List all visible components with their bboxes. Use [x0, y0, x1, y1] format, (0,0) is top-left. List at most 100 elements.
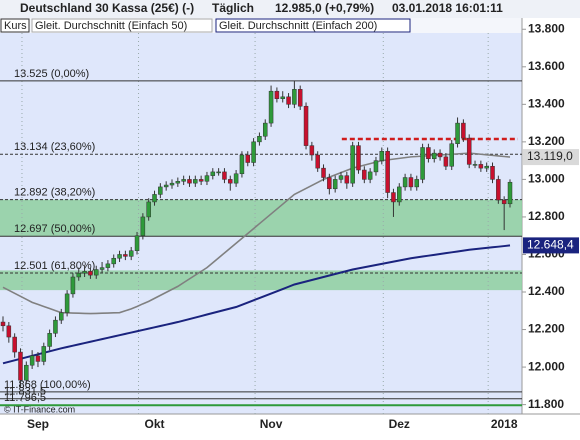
candle-body: [198, 179, 204, 182]
candle-body: [59, 312, 64, 321]
candle-body: [169, 182, 175, 186]
candle-body: [402, 177, 408, 188]
last-value-box: [523, 149, 579, 166]
candle-body: [309, 145, 315, 156]
candle-body: [472, 164, 478, 166]
fib-label: 13.525 (0,00%): [14, 68, 89, 80]
y-tick-label: 12.000: [528, 359, 565, 373]
fib-label: 12.697 (50,00%): [14, 223, 95, 235]
chart-title: Deutschland 30 Kassa (25€) (-): [20, 1, 194, 15]
y-tick-label: 12.200: [528, 322, 565, 336]
candle-body: [344, 175, 350, 184]
legend-box: [31, 18, 213, 33]
candle-body: [24, 364, 29, 381]
zone: [0, 199, 522, 237]
candle-body: [321, 167, 326, 178]
candle-body: [187, 179, 192, 184]
candle-body: [146, 201, 151, 218]
candle-body: [123, 254, 128, 257]
candle-body: [18, 351, 23, 381]
y-tick-label: 12.400: [528, 284, 565, 298]
candle-body: [391, 192, 396, 203]
quote: 12.985,0 (+0,79%): [275, 1, 374, 15]
candle-body: [41, 346, 47, 362]
candle-body: [12, 336, 17, 353]
candle-body: [297, 89, 303, 107]
candle-body: [420, 147, 425, 180]
candle-body: [332, 179, 338, 190]
candle-body: [362, 169, 367, 180]
x-tick-label: Sep: [27, 417, 49, 431]
candle-body: [140, 216, 146, 236]
y-tick-label: 13.200: [528, 134, 565, 148]
candle-body: [484, 166, 489, 169]
x-tick-label: Dez: [389, 417, 410, 431]
candle-body: [222, 171, 227, 180]
candle-body: [379, 151, 385, 161]
legend-price: Kurs: [4, 20, 27, 32]
x-tick-label: Okt: [145, 417, 165, 431]
candle-body: [29, 355, 35, 366]
candle-body: [461, 122, 466, 139]
candle-body: [111, 257, 116, 265]
header-bar: [0, 0, 580, 18]
candle-body: [257, 135, 262, 143]
candle-body: [53, 319, 58, 334]
candle-body: [501, 199, 507, 205]
y-tick-label: 11.800: [528, 397, 564, 411]
candle-body: [286, 96, 291, 105]
fib-label: 12.501 (61,80%): [14, 260, 95, 272]
candle-body: [367, 171, 373, 180]
fib-label: 11.868 (100,00%): [4, 379, 91, 391]
candle-body: [490, 166, 495, 180]
candle-body: [88, 271, 93, 276]
candle-body: [204, 175, 210, 182]
candle-body: [397, 186, 402, 203]
candle-body: [105, 263, 111, 268]
candle-body: [268, 90, 274, 124]
candle-body: [251, 141, 256, 163]
candle-body: [292, 89, 297, 105]
candle-body: [70, 276, 76, 295]
candle-body: [163, 184, 169, 188]
candle-body: [47, 333, 52, 347]
candle-body: [134, 235, 140, 251]
legend-label: Gleit. Durchschnitt (Einfach 50): [35, 20, 187, 32]
y-tick-label: 13.600: [528, 59, 565, 73]
candle-body: [303, 105, 309, 146]
candle-body: [262, 122, 268, 137]
fib-label: 11.796,5: [4, 392, 46, 404]
zone: [0, 270, 522, 291]
candle-body: [233, 173, 239, 184]
candle-body: [338, 175, 344, 180]
candle-body: [507, 181, 513, 205]
candle-body: [327, 177, 332, 190]
x-tick-label: Nov: [260, 417, 283, 431]
candle-body: [274, 90, 280, 99]
candle-body: [128, 250, 134, 257]
candle-body: [228, 179, 233, 184]
candle-body: [356, 145, 361, 171]
candle-body: [315, 154, 320, 169]
candle-body: [245, 154, 251, 163]
candle-body: [93, 269, 99, 276]
moving-average: [2, 152, 511, 315]
last-value-label: 13.119,0: [527, 149, 573, 163]
candle-body: [216, 171, 221, 174]
candle-body: [193, 179, 198, 184]
candle-body: [431, 152, 437, 160]
candle-body: [64, 293, 70, 313]
legend-box: [0, 18, 30, 33]
fib-label: 12.892 (38,20%): [14, 187, 95, 199]
candle-body: [82, 271, 87, 274]
legend-box: [215, 18, 411, 33]
candle-body: [426, 147, 431, 160]
candle-body: [210, 171, 216, 176]
last-value-box: [523, 237, 579, 254]
candle-body: [76, 272, 82, 278]
fib-label: 11.831,5: [4, 386, 46, 398]
candle-body: [181, 179, 186, 182]
x-tick-label: 2018: [491, 417, 518, 431]
source: © IT-Finance.com: [4, 404, 75, 414]
moving-average: [2, 244, 511, 365]
